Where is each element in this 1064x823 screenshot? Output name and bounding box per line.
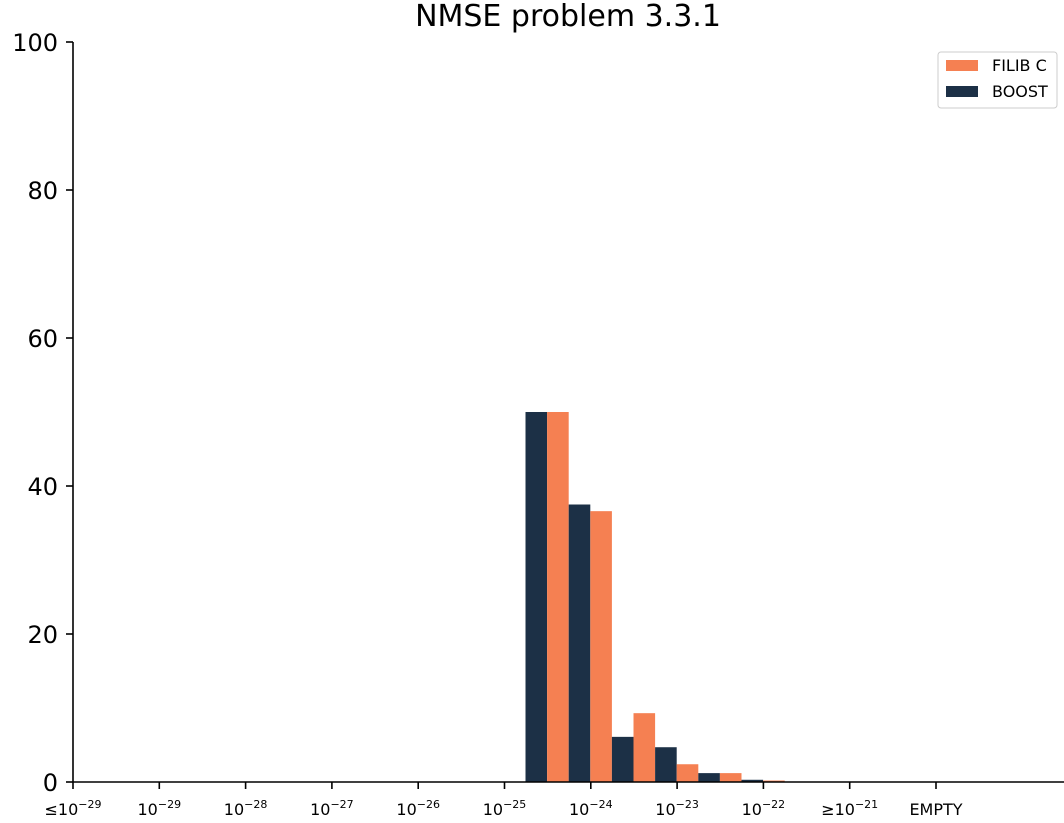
bar-filib-c <box>676 764 699 782</box>
bar-filib-c <box>719 773 742 782</box>
x-tick-label: 10−28 <box>224 798 268 819</box>
y-tick-label: 60 <box>27 325 58 353</box>
axes-group <box>72 42 1064 783</box>
x-tick-label: 10−22 <box>742 798 786 819</box>
y-tick-label: 0 <box>43 769 58 797</box>
x-tick-label: ≤10−29 <box>45 798 102 819</box>
legend: FILIB C BOOST <box>937 51 1058 109</box>
x-tick-label: ≥10−21 <box>821 798 878 819</box>
x-tick-label: 10−29 <box>138 798 182 819</box>
chart-title: NMSE problem 3.3.1 <box>415 0 721 34</box>
y-tick-label: 80 <box>27 177 58 205</box>
bar-boost <box>611 736 634 782</box>
bar-filib-c <box>547 412 569 782</box>
legend-label-filib-c: FILIB C <box>992 56 1047 75</box>
legend-swatch-boost <box>946 86 978 97</box>
bar-boost <box>741 779 764 782</box>
bar-boost <box>698 773 720 782</box>
x-tick-label: 10−24 <box>569 798 613 819</box>
x-tick-label: EMPTY <box>909 800 962 819</box>
y-tick-label: 20 <box>27 621 58 649</box>
legend-label-boost: BOOST <box>992 82 1048 101</box>
x-tick-label: 10−25 <box>483 798 527 819</box>
bar-filib-c <box>633 713 656 782</box>
bar-boost <box>525 412 548 782</box>
x-tick-label: 10−26 <box>396 798 440 819</box>
bars-group <box>525 412 785 782</box>
bar-filib-c <box>590 511 612 782</box>
y-tick-label: 100 <box>12 29 58 57</box>
y-tick-label: 40 <box>27 473 58 501</box>
legend-swatch-filib-c <box>946 60 978 71</box>
x-tick-label: 10−27 <box>310 798 354 819</box>
bar-boost <box>568 504 591 782</box>
bar-boost <box>655 747 677 782</box>
x-tick-label: 10−23 <box>655 798 699 819</box>
y-ticks-group: 0 20 40 60 80 100 <box>12 29 73 797</box>
x-ticks-group: ≤10−29 10−29 10−28 10−27 10−26 10−25 10−24 10−2… <box>45 782 963 819</box>
